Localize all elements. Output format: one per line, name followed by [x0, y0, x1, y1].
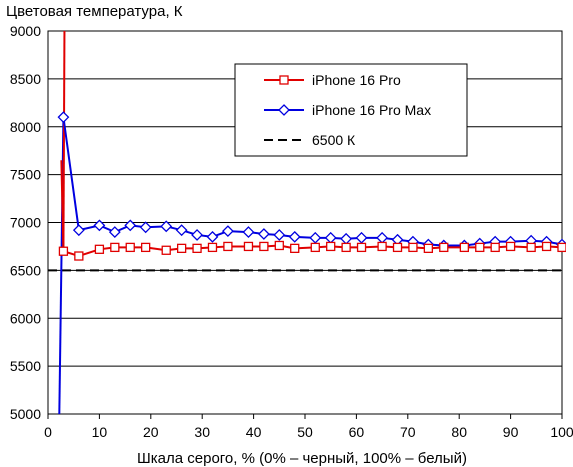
point-pro-max-7	[175, 224, 188, 237]
x-tick-label-20: 20	[143, 424, 159, 440]
legend-label-6500k: 6500 К	[312, 132, 356, 148]
point-pro-21	[408, 242, 418, 253]
point-pro-22	[423, 243, 434, 254]
tick-labels: 5000 5500 6000 6500 7000 7500 8000 8500 9000 0 10 2…	[10, 23, 573, 440]
x-tick-label-50: 50	[297, 424, 313, 440]
point-pro-30	[557, 242, 566, 253]
point-pro-max-14	[288, 230, 301, 243]
point-pro-max-6	[160, 220, 173, 233]
point-pro-12	[259, 241, 269, 252]
point-pro-max-18	[355, 231, 368, 244]
point-pro-26	[490, 242, 500, 253]
y-tick-label-8500: 8500	[10, 71, 41, 87]
y-tick-label-5500: 5500	[10, 358, 41, 374]
point-pro-23	[439, 242, 449, 253]
point-pro-28	[526, 242, 536, 253]
point-pro-15	[310, 242, 320, 253]
legend-label-pro: iPhone 16 Pro	[312, 72, 401, 88]
point-pro-13	[274, 240, 284, 251]
point-pro-max-9	[206, 230, 219, 243]
legend-marker-pro-max	[278, 104, 290, 116]
x-tick-label-90: 90	[503, 424, 519, 440]
point-pro-max-17	[340, 232, 353, 245]
point-pro-18	[356, 242, 367, 253]
point-pro-max-19	[376, 231, 389, 244]
y-tick-label-6000: 6000	[10, 310, 41, 326]
x-tick-label-30: 30	[194, 424, 210, 440]
point-pro-max-12	[257, 228, 270, 240]
point-pro-27	[505, 241, 516, 252]
point-pro-5	[141, 242, 151, 253]
point-pro-max-4	[124, 219, 137, 232]
point-pro-max-13	[273, 229, 286, 241]
y-tick-label-7500: 7500	[10, 167, 41, 183]
point-pro-4	[125, 242, 135, 253]
x-axis-title: Шкала серого, % (0% – черный, 100% – бел…	[137, 450, 467, 467]
point-pro-6	[161, 245, 171, 255]
point-pro-2	[94, 244, 105, 254]
point-pro-max-3	[108, 226, 121, 238]
point-pro-11	[243, 241, 254, 252]
x-tick-label-70: 70	[400, 424, 416, 440]
point-pro-max-0	[57, 111, 70, 124]
x-tick-label-100: 100	[550, 424, 573, 440]
point-pro-17	[341, 242, 351, 253]
point-pro-3	[110, 242, 120, 253]
series-clip-group	[57, 30, 566, 414]
point-pro-19	[377, 241, 387, 252]
x-tick-label-40: 40	[246, 424, 262, 440]
legend: iPhone 16 Pro iPhone 16 Pro Max 6500 К	[234, 63, 468, 157]
x-tick-label-10: 10	[92, 424, 108, 440]
point-pro-20	[392, 242, 403, 253]
point-pro-1	[74, 251, 84, 261]
point-pro-8	[192, 243, 202, 254]
y-tick-label-5000: 5000	[10, 406, 41, 422]
point-pro-max-11	[242, 226, 255, 238]
legend-label-pro-max: iPhone 16 Pro Max	[312, 102, 431, 118]
point-pro-max-8	[191, 229, 203, 241]
point-pro-max-15	[309, 231, 322, 244]
y-tick-label-6500: 6500	[10, 262, 41, 278]
legend-marker-pro	[279, 75, 289, 85]
point-pro-29	[541, 241, 552, 252]
point-pro-14	[290, 243, 300, 254]
point-pro-max-5	[139, 221, 152, 234]
plot-area	[48, 30, 566, 414]
point-pro-max-1	[72, 224, 85, 237]
point-pro-max-16	[324, 231, 337, 244]
y-tick-label-7000: 7000	[10, 215, 41, 231]
point-pro-16	[326, 241, 336, 252]
point-pro-7	[176, 243, 187, 254]
point-pro-9	[207, 242, 218, 253]
point-pro-25	[475, 242, 485, 253]
point-pro-24	[459, 242, 469, 253]
point-pro-max-2	[93, 219, 106, 232]
point-pro-10	[223, 241, 233, 252]
x-tick-label-60: 60	[349, 424, 365, 440]
series-pro-max-lead-in	[58, 117, 65, 414]
point-pro-max-10	[221, 225, 234, 238]
x-tick-label-80: 80	[451, 424, 467, 440]
x-tick-label-0: 0	[44, 424, 52, 440]
y-axis-title: Цветовая температура, К	[6, 3, 183, 20]
series-pro-spike	[62, 30, 66, 252]
y-tick-label-8000: 8000	[10, 119, 41, 135]
point-pro-0	[58, 246, 69, 256]
y-tick-label-9000: 9000	[10, 23, 41, 39]
